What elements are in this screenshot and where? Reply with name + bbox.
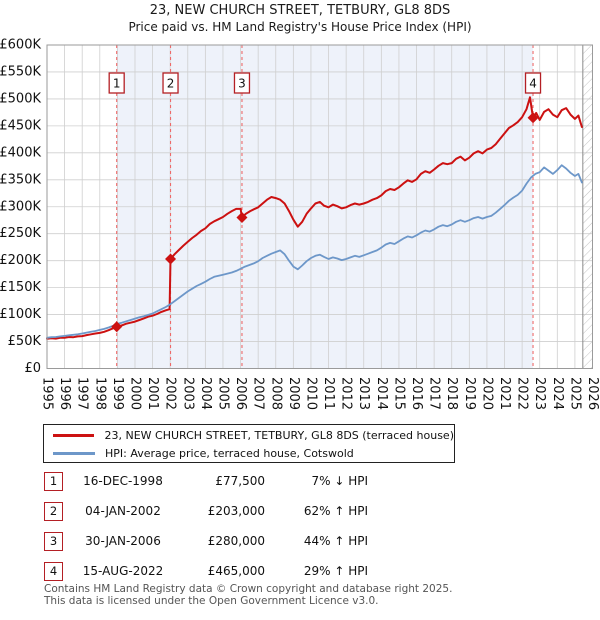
svg-text:1998: 1998 xyxy=(92,377,107,410)
transaction-number-badge: 3 xyxy=(44,532,63,551)
svg-text:2025: 2025 xyxy=(567,377,582,410)
svg-text:2020: 2020 xyxy=(479,377,494,410)
svg-text:1996: 1996 xyxy=(57,377,72,410)
transaction-date: 04-JAN-2002 xyxy=(85,504,161,518)
svg-text:2018: 2018 xyxy=(444,377,459,410)
property-price-line xyxy=(46,96,583,340)
svg-text:2022: 2022 xyxy=(515,377,530,410)
transaction-row: 3 30-JAN-2006 £280,000 44% ↑ HPI xyxy=(0,532,600,562)
svg-text:3: 3 xyxy=(238,77,246,91)
hpi-line xyxy=(46,164,583,339)
svg-text:£450K: £450K xyxy=(0,118,41,133)
y-axis-labels: £0 £50K £100K £150K £200K £250K £300K £350K £400… xyxy=(0,38,41,377)
transaction-number-badge: 1 xyxy=(44,472,63,491)
price-history-chart: 1 2 3 4 £0 £50K £100K £150K £200K £250K £300K £350K… xyxy=(0,38,600,411)
svg-text:£50K: £50K xyxy=(8,334,42,349)
svg-text:2017: 2017 xyxy=(427,377,442,410)
sale-markers xyxy=(111,112,539,333)
legend-label-hpi: HPI: Average price, terraced house, Cots… xyxy=(105,446,354,460)
svg-text:2006: 2006 xyxy=(233,377,248,410)
svg-text:1995: 1995 xyxy=(40,377,55,410)
svg-text:2019: 2019 xyxy=(462,377,477,410)
svg-text:2001: 2001 xyxy=(145,377,160,410)
transaction-price: £203,000 xyxy=(207,504,265,518)
svg-text:£0: £0 xyxy=(24,361,41,376)
svg-text:2010: 2010 xyxy=(303,377,318,410)
sale-number-badges: 1 2 3 4 xyxy=(108,72,542,94)
svg-text:£250K: £250K xyxy=(0,226,41,241)
property-line-swatch xyxy=(53,433,95,437)
svg-text:£300K: £300K xyxy=(0,199,41,214)
svg-text:£500K: £500K xyxy=(0,91,41,106)
svg-text:£400K: £400K xyxy=(0,145,41,160)
svg-text:£100K: £100K xyxy=(0,307,41,322)
svg-text:£350K: £350K xyxy=(0,172,41,187)
svg-text:2016: 2016 xyxy=(409,377,424,410)
footer-line-2: This data is licensed under the Open Gov… xyxy=(44,594,379,607)
svg-text:1999: 1999 xyxy=(110,377,125,410)
transaction-vs-hpi: 7% ↓ HPI xyxy=(311,474,368,488)
legend-item-hpi: HPI: Average price, terraced house, Cots… xyxy=(44,445,454,461)
svg-text:£150K: £150K xyxy=(0,280,41,295)
sale-marker-diamond xyxy=(165,253,177,265)
svg-text:2004: 2004 xyxy=(198,377,213,410)
svg-text:2015: 2015 xyxy=(391,377,406,410)
chart-legend: 23, NEW CHURCH STREET, TETBURY, GL8 8DS … xyxy=(43,424,455,463)
page-subtitle: Price paid vs. HM Land Registry's House … xyxy=(128,20,472,34)
transaction-date: 15-AUG-2022 xyxy=(82,564,164,578)
svg-text:2005: 2005 xyxy=(215,377,230,410)
sale-marker-diamond xyxy=(111,321,123,333)
transaction-price: £280,000 xyxy=(207,534,265,548)
svg-text:2013: 2013 xyxy=(356,377,371,410)
sale-marker-diamond xyxy=(236,212,248,224)
svg-text:2007: 2007 xyxy=(251,377,266,410)
svg-text:2: 2 xyxy=(167,77,175,91)
license-footer: Contains HM Land Registry data © Crown c… xyxy=(44,583,453,607)
svg-text:£600K: £600K xyxy=(0,38,41,53)
hpi-line-swatch xyxy=(53,451,95,455)
svg-text:2003: 2003 xyxy=(180,377,195,410)
transaction-row: 2 04-JAN-2002 £203,000 62% ↑ HPI xyxy=(0,502,600,532)
svg-text:1: 1 xyxy=(113,77,121,91)
transaction-price: £77,500 xyxy=(215,474,265,488)
svg-text:2021: 2021 xyxy=(497,377,512,410)
transaction-date: 16-DEC-1998 xyxy=(83,474,163,488)
sale-marker-diamond xyxy=(527,112,539,124)
transaction-vs-hpi: 29% ↑ HPI xyxy=(303,564,368,578)
transaction-row: 4 15-AUG-2022 £465,000 29% ↑ HPI xyxy=(0,562,600,592)
legend-label-property: 23, NEW CHURCH STREET, TETBURY, GL8 8DS … xyxy=(104,428,454,442)
svg-text:2009: 2009 xyxy=(286,377,301,410)
svg-text:2008: 2008 xyxy=(268,377,283,410)
footer-line-1: Contains HM Land Registry data © Crown c… xyxy=(44,583,453,595)
svg-text:4: 4 xyxy=(529,77,537,91)
transaction-row: 1 16-DEC-1998 £77,500 7% ↓ HPI xyxy=(0,472,600,502)
svg-text:2026: 2026 xyxy=(585,377,600,410)
svg-text:2024: 2024 xyxy=(550,377,565,410)
svg-text:2002: 2002 xyxy=(163,377,178,410)
plot-frame xyxy=(46,44,593,369)
transactions-table: 1 16-DEC-1998 £77,500 7% ↓ HPI 2 04-JAN-… xyxy=(0,472,600,592)
svg-text:2023: 2023 xyxy=(532,377,547,410)
svg-text:2000: 2000 xyxy=(127,377,142,410)
svg-text:2014: 2014 xyxy=(374,377,389,410)
svg-text:£550K: £550K xyxy=(0,64,41,79)
transaction-price: £465,000 xyxy=(207,564,265,578)
transaction-number-badge: 4 xyxy=(44,562,63,581)
svg-text:£200K: £200K xyxy=(0,253,41,268)
svg-text:2011: 2011 xyxy=(321,377,336,410)
x-axis-labels: 1995 1996 1997 1998 1999 2000 2001 2002 2003 2004… xyxy=(40,377,600,410)
transaction-date: 30-JAN-2006 xyxy=(85,534,161,548)
future-hatch-region xyxy=(582,45,593,369)
page-title: 23, NEW CHURCH STREET, TETBURY, GL8 8DS xyxy=(149,3,451,18)
svg-text:1997: 1997 xyxy=(75,377,90,410)
legend-item-property: 23, NEW CHURCH STREET, TETBURY, GL8 8DS … xyxy=(44,427,454,443)
svg-text:2012: 2012 xyxy=(339,377,354,410)
transaction-vs-hpi: 62% ↑ HPI xyxy=(303,504,368,518)
transaction-number-badge: 2 xyxy=(44,502,63,521)
transaction-vs-hpi: 44% ↑ HPI xyxy=(303,534,368,548)
